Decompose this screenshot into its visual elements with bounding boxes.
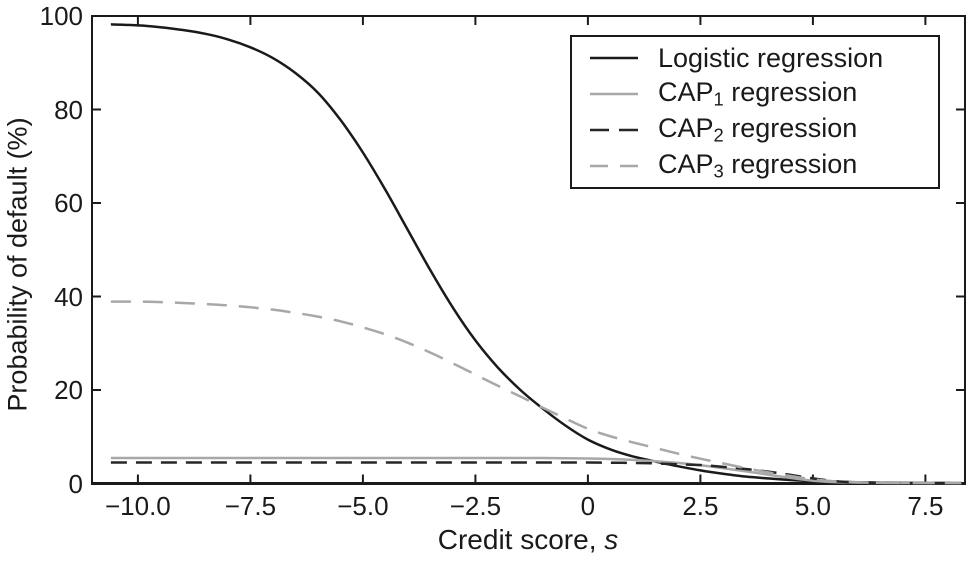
legend-label: CAP1 regression [658,77,858,110]
legend-line-swatch [590,56,638,60]
legend-line-swatch [590,92,638,96]
legend-label-subscript: 2 [713,124,724,146]
y-tick-label-40: 40 [54,281,83,312]
legend-line-swatch [590,128,638,132]
y-axis-title: Probability of default (%) [2,117,33,412]
x-tick-label-−10.0: −10.0 [104,491,171,521]
y-tick-label-20: 20 [54,375,83,405]
x-axis-title-text: Credit score, [437,524,605,555]
legend-label: CAP3 regression [658,149,858,182]
y-tick-label-0: 0 [68,468,83,499]
y-tick-label-60: 60 [54,188,83,218]
legend-item-cap2: CAP2 regression [572,112,938,148]
legend-item-cap3: CAP3 regression [572,148,938,184]
x-axis-title-variable: s [604,524,619,555]
legend-label-subscript: 3 [713,160,724,182]
x-tick-label-2.5: 2.5 [682,491,719,521]
legend-label: Logistic regression [658,42,884,73]
legend-item-cap1: CAP1 regression [572,76,938,112]
x-tick-label-−2.5: −2.5 [449,491,502,521]
legend-label-subscript: 1 [713,88,724,110]
x-tick-label-−5.0: −5.0 [337,491,389,521]
series-line-4 [110,300,962,485]
legend-label: CAP2 regression [658,113,858,146]
y-tick-label-100: 100 [39,1,83,31]
series-line-3 [110,461,962,485]
legend-line-swatch [590,164,638,168]
y-tick-label-80: 80 [54,94,83,125]
legend-item-logistic: Logistic regression [572,40,938,76]
x-tick-label-5.0: 5.0 [794,491,831,521]
legend-box: Logistic regression CAP1 regression CAP2 r… [570,35,940,189]
x-tick-label-−7.5: −7.5 [224,491,277,521]
x-tick-label-7.5: 7.5 [907,491,944,521]
x-axis-title: Credit score, s [358,524,698,556]
x-tick-label-0: 0 [580,491,596,521]
